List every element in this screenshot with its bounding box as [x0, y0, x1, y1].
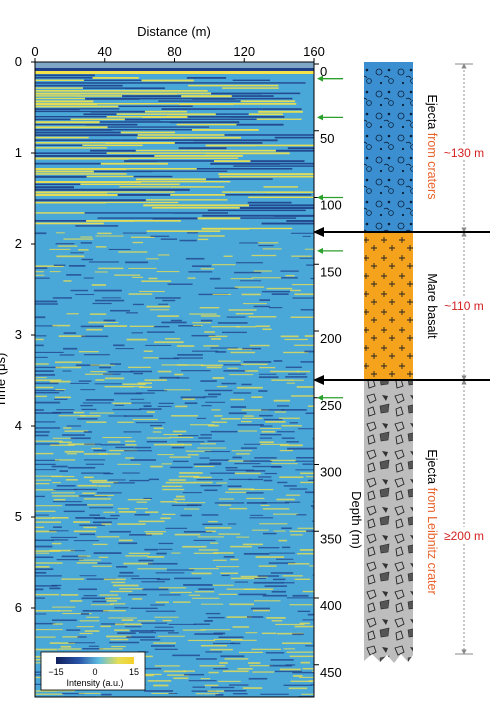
depth-tick-label: 0 [320, 64, 327, 79]
thickness-label-1: ~130 m [444, 146, 484, 160]
depth-tick-label: 50 [320, 131, 334, 146]
stratigraphic-column [364, 62, 413, 663]
depth-tick-label: 200 [320, 331, 342, 346]
colorbar: −15 0 15 Intensity (a.u.) [40, 651, 146, 691]
colorbar-label: Intensity (a.u.) [66, 678, 123, 688]
colorbar-tick-max: 15 [129, 667, 139, 677]
thickness-label-3: ≥200 m [444, 529, 484, 543]
depth-tick-label: 350 [320, 531, 342, 546]
x-tick-label: 160 [303, 44, 325, 59]
x-axis-ticks: 0 40 80 120 160 [31, 44, 325, 62]
thickness-label-2: ~110 m [444, 299, 483, 313]
time-tick-label: 6 [15, 600, 22, 615]
depth-tick-label: 300 [320, 465, 342, 480]
x-tick-label: 0 [31, 44, 38, 59]
layer-ejecta-leibnitz-texture [364, 380, 413, 663]
marker-arrow-head [317, 247, 323, 254]
time-tick-label: 3 [15, 327, 22, 342]
layer-ejecta-craters-texture [364, 62, 413, 232]
depth-tick-label: 100 [320, 198, 342, 213]
marker-arrow-head [317, 114, 323, 121]
depth-tick-label: 450 [320, 665, 342, 680]
radargram-bands [35, 62, 314, 697]
colorbar-tick-mid: 0 [92, 667, 97, 677]
time-axis-label: Time (μs) [0, 353, 8, 408]
marker-arrow-head [317, 394, 323, 401]
boundary-arrow-head [313, 227, 324, 237]
depth-axis-ticks: 0 50 100 150 200 250 300 350 400 450 [314, 63, 342, 680]
depth-tick-label: 400 [320, 598, 342, 613]
x-tick-label: 120 [233, 44, 255, 59]
layer-mare-basalt-texture [364, 232, 413, 380]
radargram-panel [34, 61, 315, 698]
depth-tick-label: 250 [320, 398, 342, 413]
layer2-label: Mare basalt [425, 273, 439, 339]
boundary-arrow-head [313, 375, 324, 385]
radargram-background [35, 62, 314, 697]
boundary-arrows [313, 227, 490, 385]
x-tick-label: 80 [167, 44, 181, 59]
marker-arrow-head [317, 194, 323, 201]
layer1-label: Ejecta from craters [425, 95, 439, 200]
depth-axis-label: Depth (m) [349, 491, 364, 549]
layer3-label: Ejecta from Leibnitz crater [425, 449, 439, 594]
x-tick-label: 40 [98, 44, 112, 59]
time-tick-label: 4 [15, 418, 22, 433]
depth-tick-label: 150 [320, 264, 342, 279]
colorbar-gradient [56, 657, 134, 664]
time-tick-label: 5 [15, 509, 22, 524]
x-axis-label: Distance (m) [137, 24, 211, 39]
colorbar-tick-min: −15 [48, 667, 63, 677]
marker-arrow-head [317, 75, 323, 82]
time-tick-label: 2 [15, 236, 22, 251]
time-axis-ticks: 0 1 2 3 4 5 6 [15, 54, 35, 615]
green-marker-arrows [317, 75, 343, 401]
time-tick-label: 1 [15, 145, 22, 160]
time-tick-label: 0 [15, 54, 22, 69]
